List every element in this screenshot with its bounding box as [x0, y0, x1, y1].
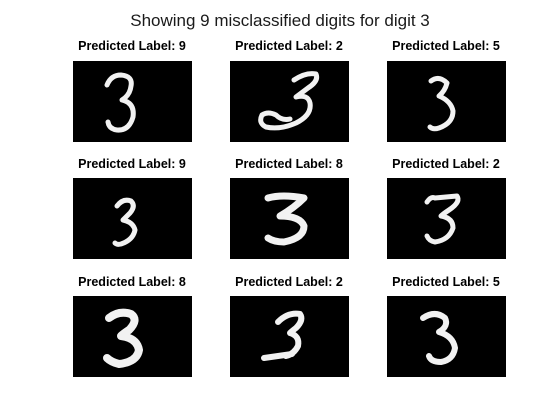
- digit-3-slanted-icon: [112, 197, 138, 247]
- digit-image-7: [73, 296, 192, 377]
- panel-title-1: Predicted Label: 9: [78, 39, 186, 53]
- digit-3-open-top-icon: [427, 75, 456, 132]
- digit-image-8: [230, 296, 349, 377]
- panel-title-2: Predicted Label: 2: [235, 39, 343, 53]
- panel-title-5: Predicted Label: 8: [235, 157, 343, 171]
- digit-3-bold-icon: [264, 192, 308, 246]
- digit-image-6: [387, 178, 506, 259]
- digit-image-2: [230, 61, 349, 142]
- digit-3-thick-icon: [103, 308, 143, 368]
- panel-title-3: Predicted Label: 5: [392, 39, 500, 53]
- digit-3-flat-top-icon: [424, 193, 461, 245]
- panel-title-7: Predicted Label: 8: [78, 275, 186, 289]
- digit-3-looped-base-icon: [258, 71, 320, 131]
- panel-title-4: Predicted Label: 9: [78, 157, 186, 171]
- panel-title-8: Predicted Label: 2: [235, 275, 343, 289]
- digit-image-1: [73, 61, 192, 142]
- digit-3-underlined-icon: [261, 310, 305, 361]
- digit-3-round-icon: [420, 311, 458, 365]
- figure-title: Showing 9 misclassified digits for digit…: [130, 11, 430, 30]
- digit-image-4: [73, 178, 192, 259]
- panel-title-6: Predicted Label: 2: [392, 157, 500, 171]
- digit-3-upright-serif-icon: [104, 72, 136, 133]
- digit-image-3: [387, 61, 506, 142]
- digit-image-9: [387, 296, 506, 377]
- panel-title-9: Predicted Label: 5: [392, 275, 500, 289]
- digit-image-5: [230, 178, 349, 259]
